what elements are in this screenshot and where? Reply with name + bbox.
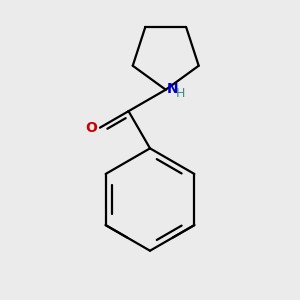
Text: N: N (167, 82, 179, 96)
Text: O: O (85, 121, 97, 135)
Text: H: H (176, 86, 185, 100)
